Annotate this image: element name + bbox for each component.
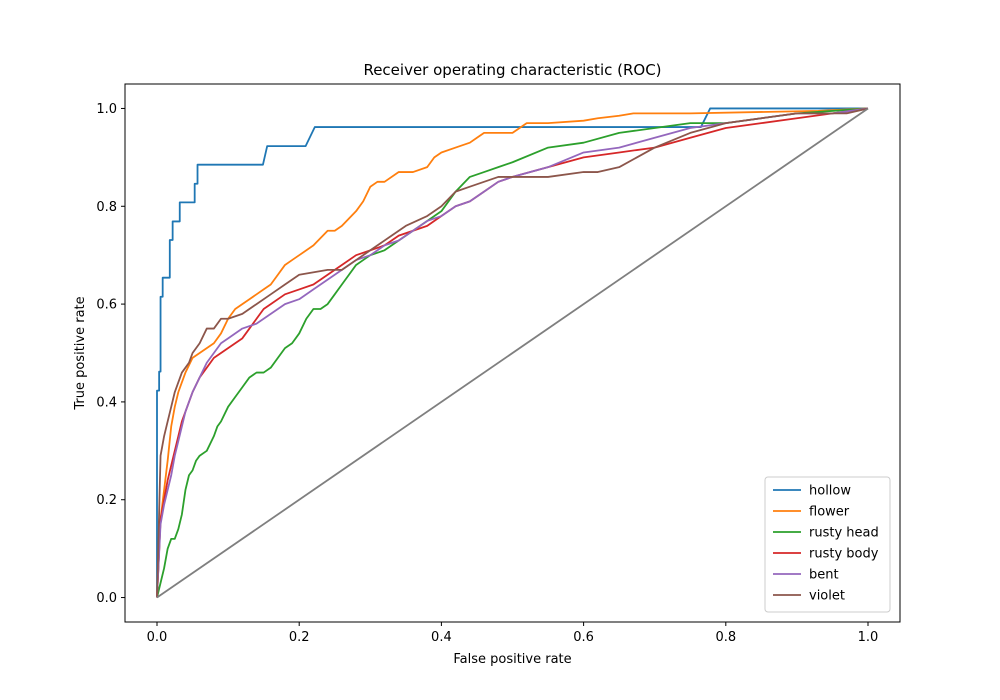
y-tick-label: 0.0 <box>96 591 117 606</box>
ticks-layer: 0.0 0.2 0.4 0.6 0.8 1.0 0.0 0.2 0.4 0.6 0.8 1.0 <box>96 102 878 645</box>
series-line-violet <box>156 107 869 598</box>
series-line-flower <box>156 107 869 598</box>
y-tick-label: 0.8 <box>96 200 117 215</box>
legend-label-violet: violet <box>809 589 845 604</box>
series-line-reference-diagonal <box>156 107 869 599</box>
legend-label-bent: bent <box>809 568 839 583</box>
y-axis-label: True positive rate <box>73 296 88 410</box>
x-tick-label: 0.4 <box>431 630 452 645</box>
plot-frame <box>124 83 901 623</box>
x-tick-label: 0.2 <box>289 630 310 645</box>
y-tick-label: 1.0 <box>96 102 117 117</box>
chart-title: Receiver operating characteristic (ROC) <box>363 61 661 79</box>
x-tick-label: 0.8 <box>715 630 736 645</box>
y-tick-label: 0.6 <box>96 298 117 313</box>
legend-label-flower: flower <box>809 505 850 520</box>
x-tick-label: 0.0 <box>147 630 168 645</box>
x-tick-label: 0.6 <box>573 630 594 645</box>
series-line-rusty-head <box>156 107 869 598</box>
y-tick-label: 0.2 <box>96 493 117 508</box>
legend-label-hollow: hollow <box>809 484 851 499</box>
y-tick-label: 0.4 <box>96 395 117 410</box>
legend-label-rusty-head: rusty head <box>809 526 879 541</box>
x-tick-label: 1.0 <box>858 630 879 645</box>
legend: hollow flower rusty head rusty body bent viol… <box>764 476 891 613</box>
legend-items: hollow flower rusty head rusty body bent viol… <box>773 484 879 604</box>
series-line-hollow <box>156 107 868 598</box>
x-axis-label: False positive rate <box>453 652 571 667</box>
legend-label-rusty-body: rusty body <box>809 547 879 562</box>
series-layer <box>156 107 869 599</box>
plot-area <box>124 83 901 623</box>
